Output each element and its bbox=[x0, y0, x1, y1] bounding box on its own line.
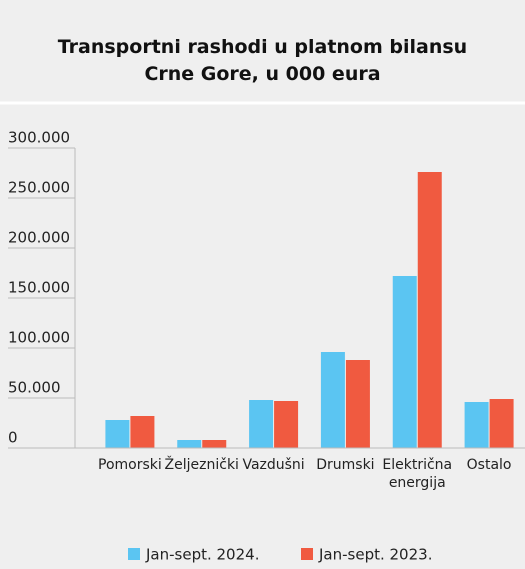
y-tick-label: 100.000 bbox=[8, 329, 70, 347]
x-tick-label: Drumski bbox=[316, 457, 374, 473]
legend-swatch bbox=[128, 548, 140, 560]
legend-swatch bbox=[301, 548, 313, 560]
x-tick-label: Ostalo bbox=[467, 457, 512, 473]
y-tick-label: 150.000 bbox=[8, 279, 70, 297]
bar bbox=[202, 440, 227, 448]
y-tick-label: 200.000 bbox=[8, 229, 70, 247]
chart-title: Transportni rashodi u platnom bilansu Cr… bbox=[57, 36, 468, 85]
bar bbox=[320, 352, 345, 448]
y-tick-label: 0 bbox=[8, 429, 18, 447]
bar bbox=[249, 400, 274, 448]
bar bbox=[345, 360, 370, 448]
bar bbox=[130, 416, 155, 448]
bar bbox=[489, 399, 514, 448]
bar bbox=[417, 172, 442, 448]
y-tick-label: 300.000 bbox=[8, 129, 70, 147]
y-tick-label: 50.000 bbox=[8, 379, 61, 397]
bar bbox=[274, 401, 299, 448]
bar bbox=[464, 402, 489, 448]
y-tick-label: 250.000 bbox=[8, 179, 70, 197]
legend-label: Jan-sept. 2024. bbox=[145, 546, 259, 564]
legend-label: Jan-sept. 2023. bbox=[318, 546, 432, 564]
bar bbox=[392, 276, 417, 448]
x-tick-label: Željeznički bbox=[165, 455, 239, 473]
bar bbox=[177, 440, 202, 448]
x-tick-label: Vazdušni bbox=[242, 457, 304, 473]
x-tick-label: Pomorski bbox=[98, 457, 162, 473]
bar bbox=[105, 420, 130, 448]
x-tick-label: Električna energija bbox=[382, 457, 452, 491]
